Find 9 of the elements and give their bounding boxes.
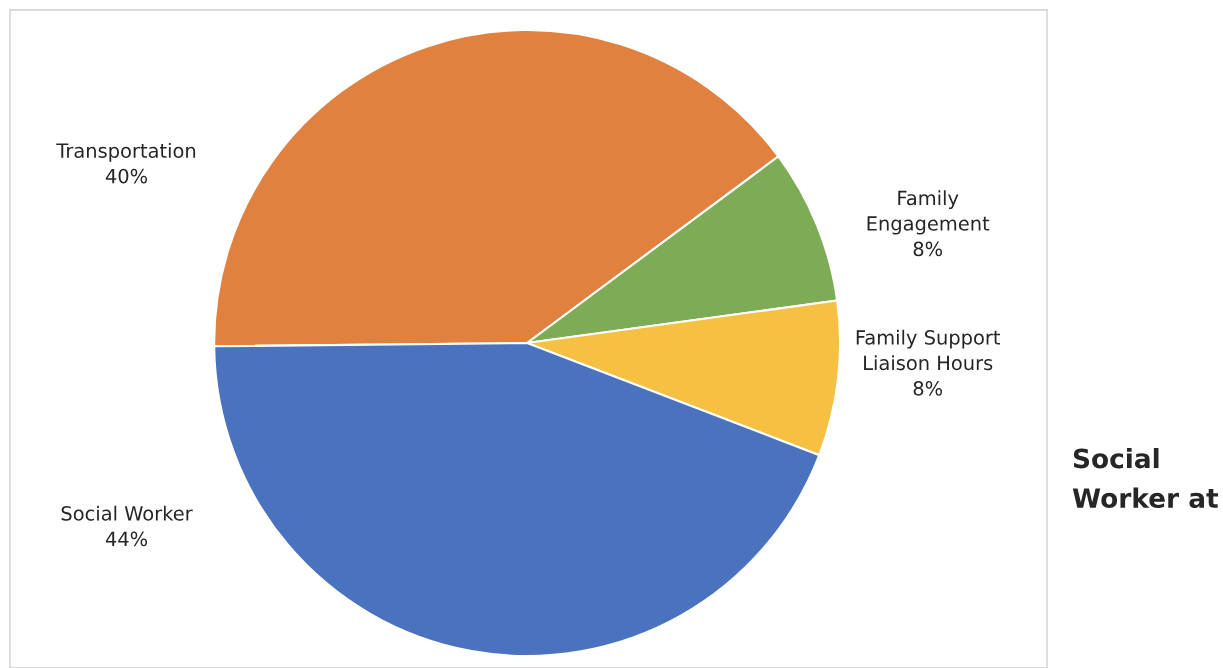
- data-label: 8%: [913, 381, 943, 396]
- text: Social Worker at: [1072, 448, 1219, 508]
- slice-label: Family Engagement: [867, 190, 990, 235]
- slice-label: Family Support Liaison Hours: [856, 329, 1001, 371]
- data-label: 8%: [913, 241, 943, 257]
- data-label: 44%: [105, 531, 148, 547]
- slice-label: Social Worker: [61, 505, 193, 521]
- data-label: 40%: [105, 168, 148, 184]
- slice-label: Transportation: [56, 142, 196, 162]
